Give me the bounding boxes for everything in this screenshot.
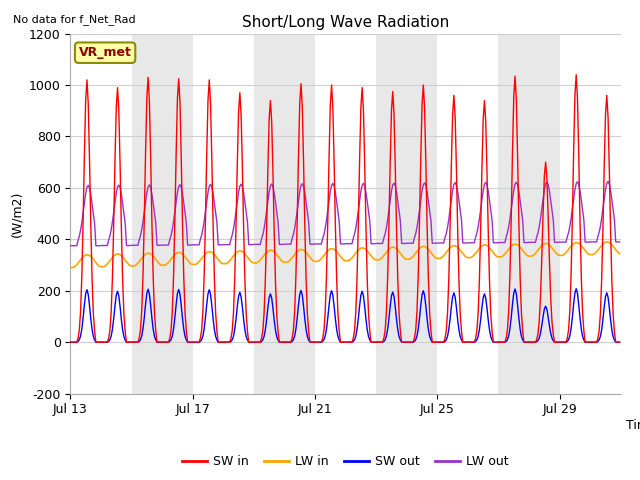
Y-axis label: (W/m2): (W/m2) bbox=[10, 191, 23, 237]
Legend: SW in, LW in, SW out, LW out: SW in, LW in, SW out, LW out bbox=[177, 450, 514, 473]
Bar bbox=[499, 34, 559, 394]
Text: VR_met: VR_met bbox=[79, 46, 132, 59]
Text: Time: Time bbox=[627, 419, 640, 432]
Title: Short/Long Wave Radiation: Short/Long Wave Radiation bbox=[242, 15, 449, 30]
Bar bbox=[254, 34, 315, 394]
Bar bbox=[132, 34, 193, 394]
Text: No data for f_Net_Rad: No data for f_Net_Rad bbox=[13, 14, 136, 25]
Bar bbox=[376, 34, 437, 394]
